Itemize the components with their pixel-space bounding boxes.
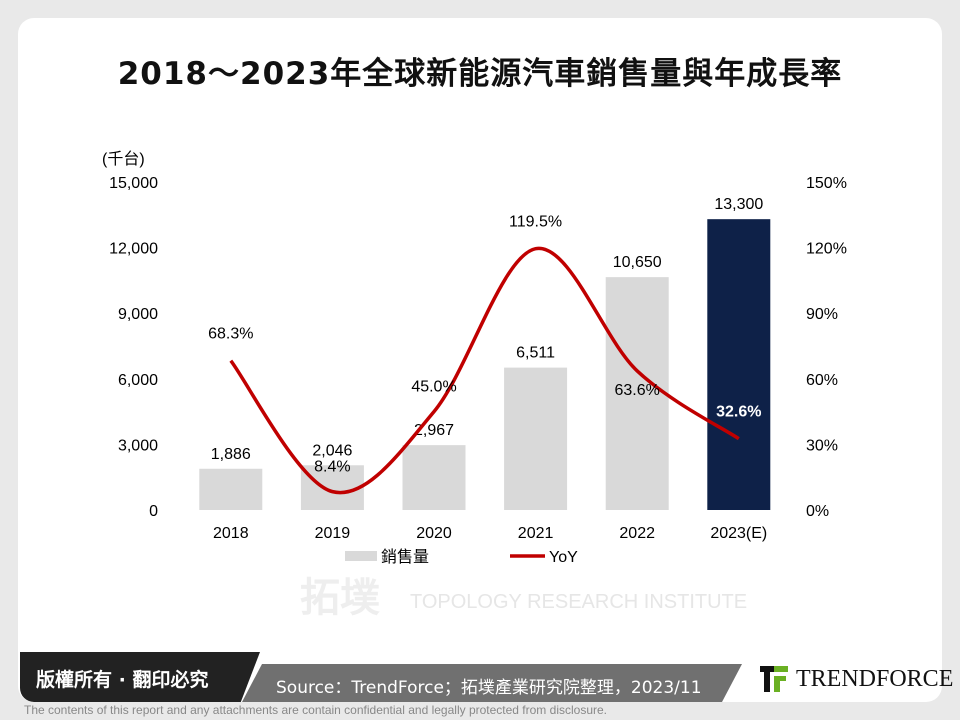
yoy-value-label: 45.0% — [411, 379, 456, 396]
y2-tick-label: 150% — [806, 175, 847, 192]
watermark-text: TOPOLOGY RESEARCH INSTITUTE — [410, 591, 748, 613]
bar-2018 — [199, 468, 263, 510]
yoy-value-label: 68.3% — [208, 326, 253, 343]
y2-tick-label: 120% — [806, 241, 847, 258]
disclaimer: The contents of this report and any atta… — [24, 703, 607, 717]
y-tick-label: 12,000 — [109, 241, 158, 258]
yoy-value-label: 119.5% — [509, 214, 562, 231]
source-banner: Source：TrendForce；拓墣產業研究院整理，2023/11 — [242, 664, 742, 702]
bar-value-label: 13,300 — [714, 196, 763, 213]
legend-line-label: YoY — [549, 549, 578, 566]
y2-tick-label: 30% — [806, 437, 838, 454]
source-text: Source：TrendForce；拓墣產業研究院整理，2023/11 — [276, 678, 702, 698]
bar-2021 — [504, 367, 568, 510]
legend-bar-label: 銷售量 — [381, 548, 429, 566]
bar-2022 — [605, 277, 669, 510]
bar-2023(E) — [707, 219, 771, 510]
logo-text: TRENDFORCE — [796, 665, 954, 692]
bar-value-label: 10,650 — [613, 254, 662, 271]
bar-value-label: 1,886 — [211, 446, 251, 463]
trendforce-logo-icon — [760, 666, 788, 692]
y-tick-label: 6,000 — [118, 372, 158, 389]
x-tick-label: 2018 — [213, 525, 249, 542]
x-tick-label: 2021 — [518, 525, 554, 542]
y-tick-label: 9,000 — [118, 306, 158, 323]
y2-tick-label: 60% — [806, 372, 838, 389]
y2-tick-label: 90% — [806, 306, 838, 323]
bar-2019 — [300, 465, 364, 510]
trendforce-logo: TRENDFORCE — [760, 664, 953, 694]
yoy-line — [229, 246, 740, 495]
slide-card — [18, 18, 942, 702]
yoy-value-label: 8.4% — [314, 459, 350, 476]
x-tick-label: 2019 — [315, 525, 351, 542]
y2-tick-label: 0% — [806, 503, 829, 520]
yoy-value-label: 63.6% — [615, 382, 660, 399]
y-tick-label: 0 — [149, 503, 158, 520]
y-tick-label: 3,000 — [118, 437, 158, 454]
bar-value-label: 6,511 — [516, 345, 555, 362]
y-tick-label: 15,000 — [109, 175, 158, 192]
yoy-value-label: 32.6% — [716, 404, 761, 421]
chart-title: 2018～2023年全球新能源汽車銷售量與年成長率 — [117, 56, 843, 92]
copyright-banner: 版權所有 · 翻印必究 — [20, 652, 260, 702]
copyright-text: 版權所有 · 翻印必究 — [36, 669, 209, 691]
watermark-logo: 拓墣 — [300, 575, 380, 621]
y-axis-label: (千台) — [102, 150, 145, 168]
legend-bar-swatch — [345, 551, 377, 561]
x-tick-label: 2022 — [619, 525, 655, 542]
x-tick-label: 2020 — [416, 525, 452, 542]
x-tick-label: 2023(E) — [710, 525, 767, 542]
bar-value-label: 2,046 — [312, 442, 352, 459]
bar-2020 — [402, 445, 466, 510]
